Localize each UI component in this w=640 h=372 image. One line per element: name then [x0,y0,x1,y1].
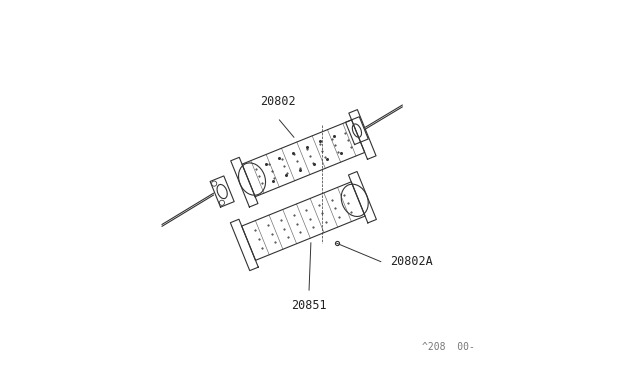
Text: 20802: 20802 [260,96,295,109]
Text: 20851: 20851 [291,299,327,312]
Text: 20802A: 20802A [390,255,433,268]
Text: ^208  00-: ^208 00- [422,342,475,352]
